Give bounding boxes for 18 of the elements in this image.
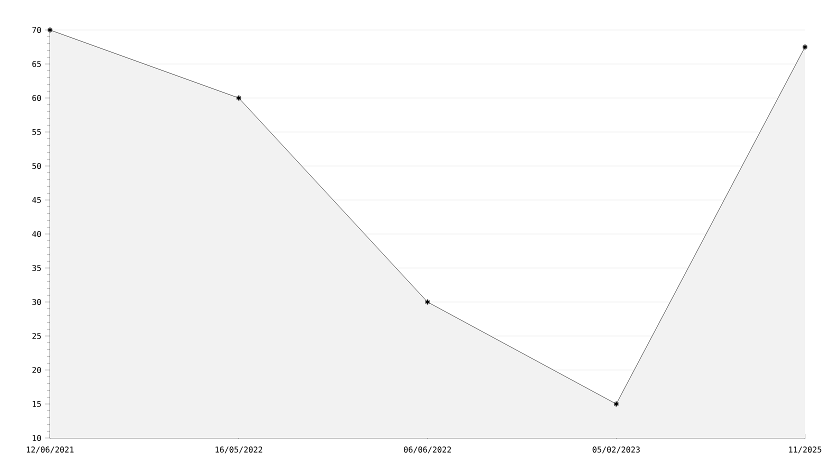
y-tick-label: 65 — [32, 60, 41, 68]
x-tick-label: 06/06/2022 — [404, 446, 451, 454]
x-tick-label: 05/02/2023 — [592, 446, 640, 454]
x-tick-label: 12/06/2021 — [26, 446, 74, 454]
y-tick-label: 55 — [32, 129, 41, 135]
y-tick-label: 70 — [32, 26, 41, 34]
y-tick-label: 40 — [32, 230, 41, 238]
y-tick-label: 50 — [32, 162, 41, 170]
y-tick-label: 60 — [32, 94, 41, 102]
y-tick-label: 20 — [32, 366, 41, 374]
y-tick-label: 35 — [32, 264, 41, 272]
x-tick-label: 16/05/2022 — [216, 446, 262, 454]
x-tick-label: 11/2025 — [789, 446, 822, 454]
y-tick-label: 15 — [32, 401, 41, 407]
y-tick-label: 45 — [32, 197, 41, 203]
y-tick-label: 10 — [32, 434, 41, 442]
y-tick-label: 30 — [32, 298, 41, 306]
y-tick-label: 25 — [32, 332, 41, 340]
